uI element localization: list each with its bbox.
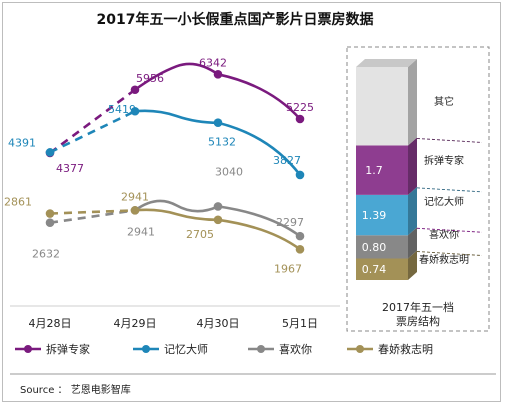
series-1-point: [213, 70, 223, 79]
legend: 拆弹专家 记忆大师 喜欢你 春娇救志明: [15, 342, 433, 356]
series-1-line: [134, 62, 301, 120]
stacked-bar: 0.74 春娇救志明 0.80 喜欢你 1.39 记忆大师 1.7 拆弹专家 其它: [356, 59, 483, 280]
bar-segment-side: [408, 59, 417, 146]
series-3-point: [213, 202, 223, 211]
bar-top-face: [356, 59, 417, 67]
series-1-data-label: 5225: [286, 101, 314, 114]
bar-value-label: 1.7: [365, 164, 383, 177]
series-1-point: [130, 85, 140, 95]
series-4-data-label: 1967: [274, 262, 302, 275]
series-4-point: [295, 245, 305, 254]
series-2-data-label: 5132: [208, 136, 236, 149]
series-4-point: [45, 209, 55, 218]
bar-leader-line: [416, 187, 483, 193]
series-3-data-label: 2297: [276, 216, 304, 229]
bar-category-label: 春娇救志明: [419, 253, 469, 266]
series-4-line: [134, 208, 301, 251]
legend-swatch-marker: [142, 345, 150, 353]
legend-swatch-marker: [24, 345, 32, 353]
legend-swatch-marker: [257, 345, 265, 353]
series-1-dashed-line: [49, 88, 136, 154]
series-1-data-label: 5956: [136, 72, 164, 85]
bar-segment-front: [356, 145, 408, 195]
bar-leader-line: [416, 227, 483, 233]
bar-segment-5: [356, 59, 417, 146]
series-3-data-label: 2941: [127, 225, 155, 238]
series-2-data-label: 3827: [273, 154, 301, 167]
series-3-point: [295, 231, 305, 241]
x-axis: 4月28日 4月29日 4月30日 5月1日: [10, 305, 340, 330]
series-3-dashed-line: [49, 209, 136, 225]
bar-segment-front: [356, 258, 408, 280]
series-2-point: [295, 170, 305, 180]
legend-item-4: 春娇救志明: [347, 342, 433, 356]
bar-segment-side: [408, 137, 417, 195]
chart-title: 2017年五一小长假重点国产影片日票房数据: [97, 11, 374, 28]
series-2-data-label: 5419: [108, 103, 136, 116]
series-2-group: 4391 5419 5132 3827: [8, 103, 305, 180]
legend-label: 拆弹专家: [46, 342, 90, 356]
bar-leader-line: [416, 138, 483, 143]
series-4-dashed-line: [49, 209, 136, 215]
series-1-point: [295, 114, 305, 124]
series-3-data-label: 3040: [215, 165, 243, 178]
legend-label: 记忆大师: [164, 342, 208, 356]
series-1-data-label: 6342: [199, 56, 227, 69]
bar-category-label: 拆弹专家: [424, 154, 464, 167]
x-tick-label: 4月28日: [29, 317, 72, 330]
x-tick-label: 4月29日: [114, 317, 157, 330]
bar-segment-front: [356, 67, 408, 146]
x-tick-label: 5月1日: [282, 317, 318, 330]
bar-category-label: 喜欢你: [429, 228, 459, 241]
bar-value-label: 0.74: [362, 263, 387, 276]
line-chart: 4377 5956 6342 5225 4391 5419 5132 3827 2632 2941…: [4, 56, 314, 275]
legend-item-3: 喜欢你: [248, 342, 312, 356]
x-tick-label: 4月30日: [197, 317, 240, 330]
structure-title-line2: 票房结构: [396, 314, 440, 328]
bar-segment-1: [356, 250, 417, 280]
legend-item-1: 拆弹专家: [15, 342, 90, 356]
series-2-point: [130, 106, 140, 116]
bar-segment-front: [356, 194, 408, 236]
series-4-data-label: 2861: [4, 196, 32, 209]
series-4-point: [213, 215, 223, 225]
series-3-point: [45, 218, 55, 228]
series-3-line: [134, 199, 301, 238]
series-4-data-label: 2941: [121, 190, 149, 203]
series-2-data-label: 4391: [8, 136, 36, 149]
legend-label: 喜欢你: [279, 342, 312, 356]
bar-segment-side: [408, 186, 417, 236]
series-4-group: 2861 2941 2705 1967: [4, 190, 305, 275]
bar-value-label: 0.80: [362, 241, 387, 254]
source-note: Source ： 艺恩电影智库: [20, 383, 131, 396]
series-3-group: 2632 2941 3040 2297: [32, 165, 305, 261]
legend-label: 春娇救志明: [378, 342, 433, 356]
bar-value-label: 1.39: [362, 209, 387, 222]
structure-panel: [346, 46, 490, 332]
bar-segment-3: [356, 186, 417, 236]
series-1-data-label: 4377: [56, 162, 84, 175]
legend-swatch-marker: [356, 345, 364, 353]
series-2-point: [45, 148, 55, 157]
bar-segment-2: [356, 227, 417, 259]
bar-category-label: 其它: [434, 95, 454, 108]
chart-frame: [2, 2, 501, 402]
series-2-dashed-line: [49, 110, 136, 154]
bar-category-label: 记忆大师: [424, 195, 464, 208]
series-3-data-label: 2632: [32, 248, 60, 261]
series-2-point: [213, 118, 223, 128]
bar-segment-side: [408, 227, 417, 259]
bar-segment-front: [356, 235, 408, 259]
bar-leader-line: [416, 251, 483, 256]
series-2-line: [134, 109, 302, 176]
legend-item-2: 记忆大师: [133, 342, 208, 356]
series-4-data-label: 2705: [186, 228, 214, 241]
series-1-group: 4377 5956 6342 5225: [45, 56, 314, 175]
bar-segment-side: [408, 250, 417, 280]
structure-title-line1: 2017年五一档: [382, 300, 454, 314]
series-4-point: [130, 206, 140, 215]
bar-segment-4: [356, 137, 417, 195]
